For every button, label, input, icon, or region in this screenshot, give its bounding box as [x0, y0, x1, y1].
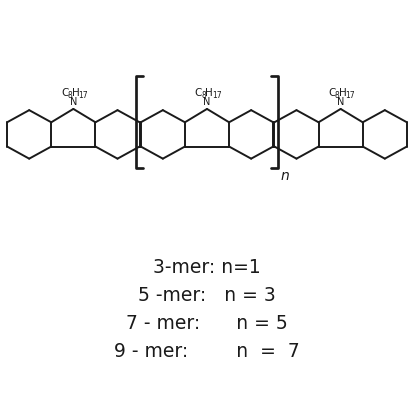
Text: n: n	[280, 169, 289, 183]
Text: C: C	[194, 88, 202, 98]
Text: N: N	[336, 97, 344, 108]
Text: H: H	[71, 88, 79, 98]
Text: 3-mer: n=1: 3-mer: n=1	[153, 258, 260, 277]
Text: 17: 17	[211, 91, 221, 100]
Text: C: C	[328, 88, 335, 98]
Text: 8: 8	[67, 91, 72, 100]
Text: C: C	[61, 88, 68, 98]
Text: 17: 17	[78, 91, 88, 100]
Text: 8: 8	[334, 91, 339, 100]
Text: N: N	[69, 97, 77, 108]
Text: 8: 8	[201, 91, 206, 100]
Text: 9 - mer:        n  =  7: 9 - mer: n = 7	[114, 342, 299, 361]
Text: N: N	[203, 97, 210, 108]
Text: 7 - mer:      n = 5: 7 - mer: n = 5	[126, 314, 287, 333]
Text: H: H	[205, 88, 213, 98]
Text: 5 -mer:   n = 3: 5 -mer: n = 3	[138, 286, 275, 305]
Text: H: H	[338, 88, 346, 98]
Text: 17: 17	[345, 91, 354, 100]
